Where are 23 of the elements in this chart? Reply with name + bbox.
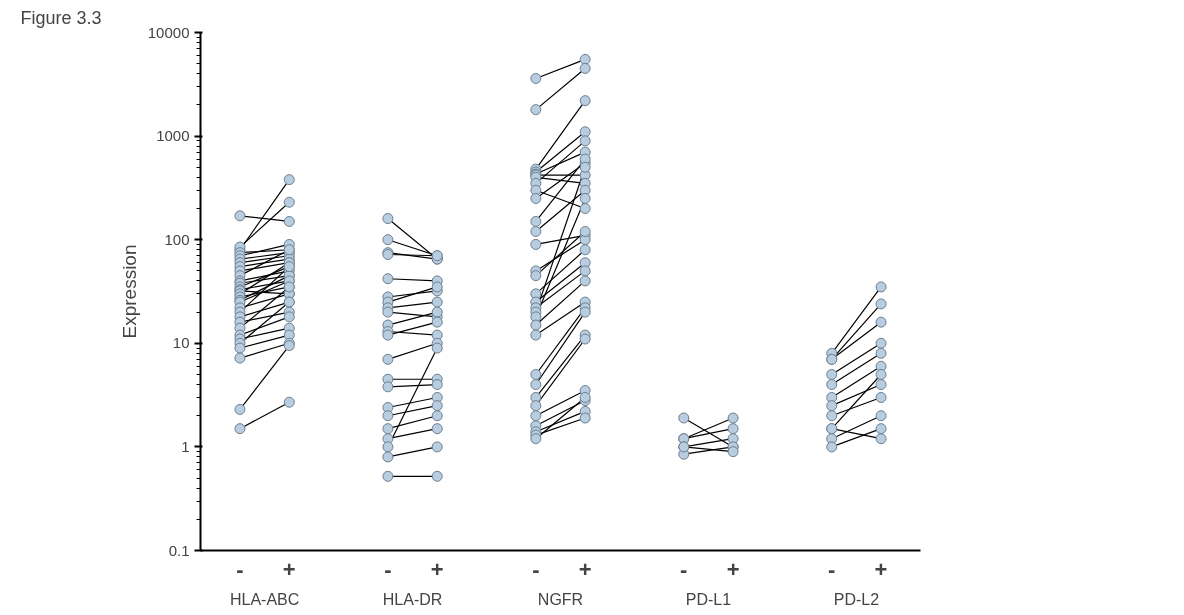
x-tick-label: - — [828, 556, 836, 582]
y-tick-label: 100 — [164, 230, 190, 248]
x-tick-label: + — [578, 556, 592, 582]
text: PD-L2 — [833, 590, 880, 608]
x-tick-label: + — [874, 556, 888, 582]
y-tick-label: 10 — [172, 334, 190, 352]
x-tick-label: + — [430, 556, 444, 582]
x-tick-label: - — [384, 556, 392, 582]
text: NGFR — [537, 590, 584, 608]
x-tick-label: + — [726, 556, 740, 582]
x-tick-label: - — [680, 556, 688, 582]
text: PD-L1 — [685, 590, 732, 608]
chart-title: Figure 3.3 — [20, 7, 102, 28]
x-tick-label: - — [236, 556, 244, 582]
y-tick-label: 1 — [181, 437, 190, 455]
x-tick-label: + — [282, 556, 296, 582]
y-axis-title: Expression — [118, 244, 140, 339]
text: HLA-ABC — [229, 590, 300, 608]
y-tick-label: 0.1 — [168, 541, 190, 559]
text: HLA-DR — [382, 590, 443, 608]
y-tick-label: 1000 — [156, 127, 190, 145]
y-tick-label: 10000 — [147, 23, 190, 41]
x-tick-label: - — [532, 556, 540, 582]
